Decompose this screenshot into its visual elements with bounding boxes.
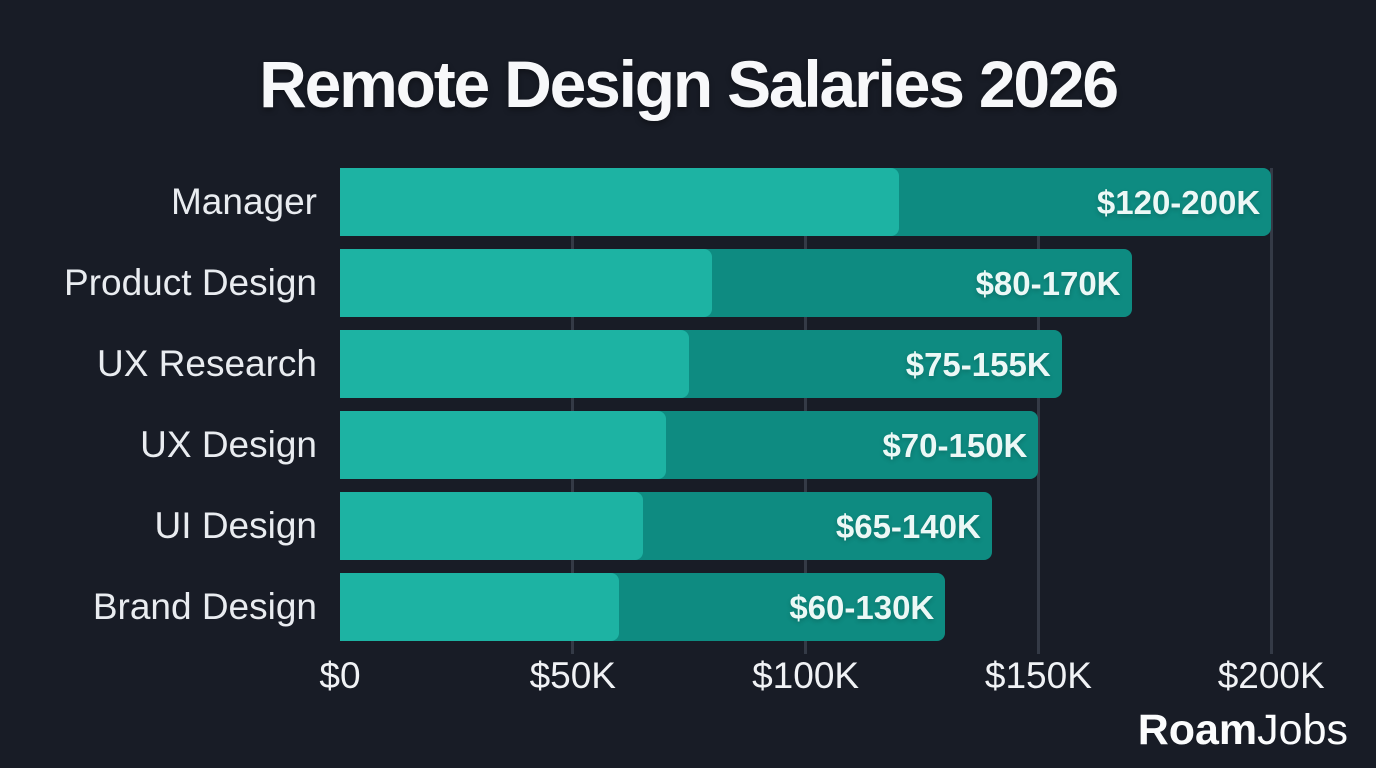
bar-value-label: $120-200K bbox=[1096, 184, 1261, 221]
bar-value-label: $75-155K bbox=[905, 346, 1051, 383]
bar-min-segment bbox=[340, 330, 690, 398]
x-axis-tick-label: $0 bbox=[319, 655, 361, 696]
category-label: Brand Design bbox=[92, 586, 317, 627]
category-label: Manager bbox=[170, 181, 317, 222]
bar-value-label: $70-150K bbox=[882, 427, 1028, 464]
bar-min-segment bbox=[340, 168, 899, 236]
bar-min-segment bbox=[340, 249, 713, 317]
bar-value-label: $65-140K bbox=[835, 508, 981, 545]
category-label: UX Design bbox=[140, 424, 317, 465]
page-title: Remote Design Salaries 2026 bbox=[259, 47, 1119, 121]
gridline bbox=[1269, 168, 1273, 654]
brand-logo-bold: Roam bbox=[1137, 706, 1258, 754]
x-axis-tick-label: $50K bbox=[529, 655, 616, 696]
category-label: Product Design bbox=[64, 262, 317, 303]
x-axis-tick-label: $200K bbox=[1217, 655, 1325, 696]
brand-logo-light: Jobs bbox=[1257, 706, 1348, 754]
bar-min-segment bbox=[340, 492, 643, 560]
x-axis-tick-label: $150K bbox=[984, 655, 1092, 696]
x-axis-tick-label: $100K bbox=[752, 655, 860, 696]
bar-value-label: $80-170K bbox=[975, 265, 1121, 302]
bar-min-segment bbox=[340, 411, 666, 479]
category-label: UI Design bbox=[154, 505, 317, 546]
brand-logo: RoamJobs bbox=[1138, 706, 1348, 755]
bar-value-label: $60-130K bbox=[789, 589, 935, 626]
bar-min-segment bbox=[340, 573, 620, 641]
gridline bbox=[1036, 168, 1040, 654]
category-label: UX Research bbox=[96, 343, 317, 384]
